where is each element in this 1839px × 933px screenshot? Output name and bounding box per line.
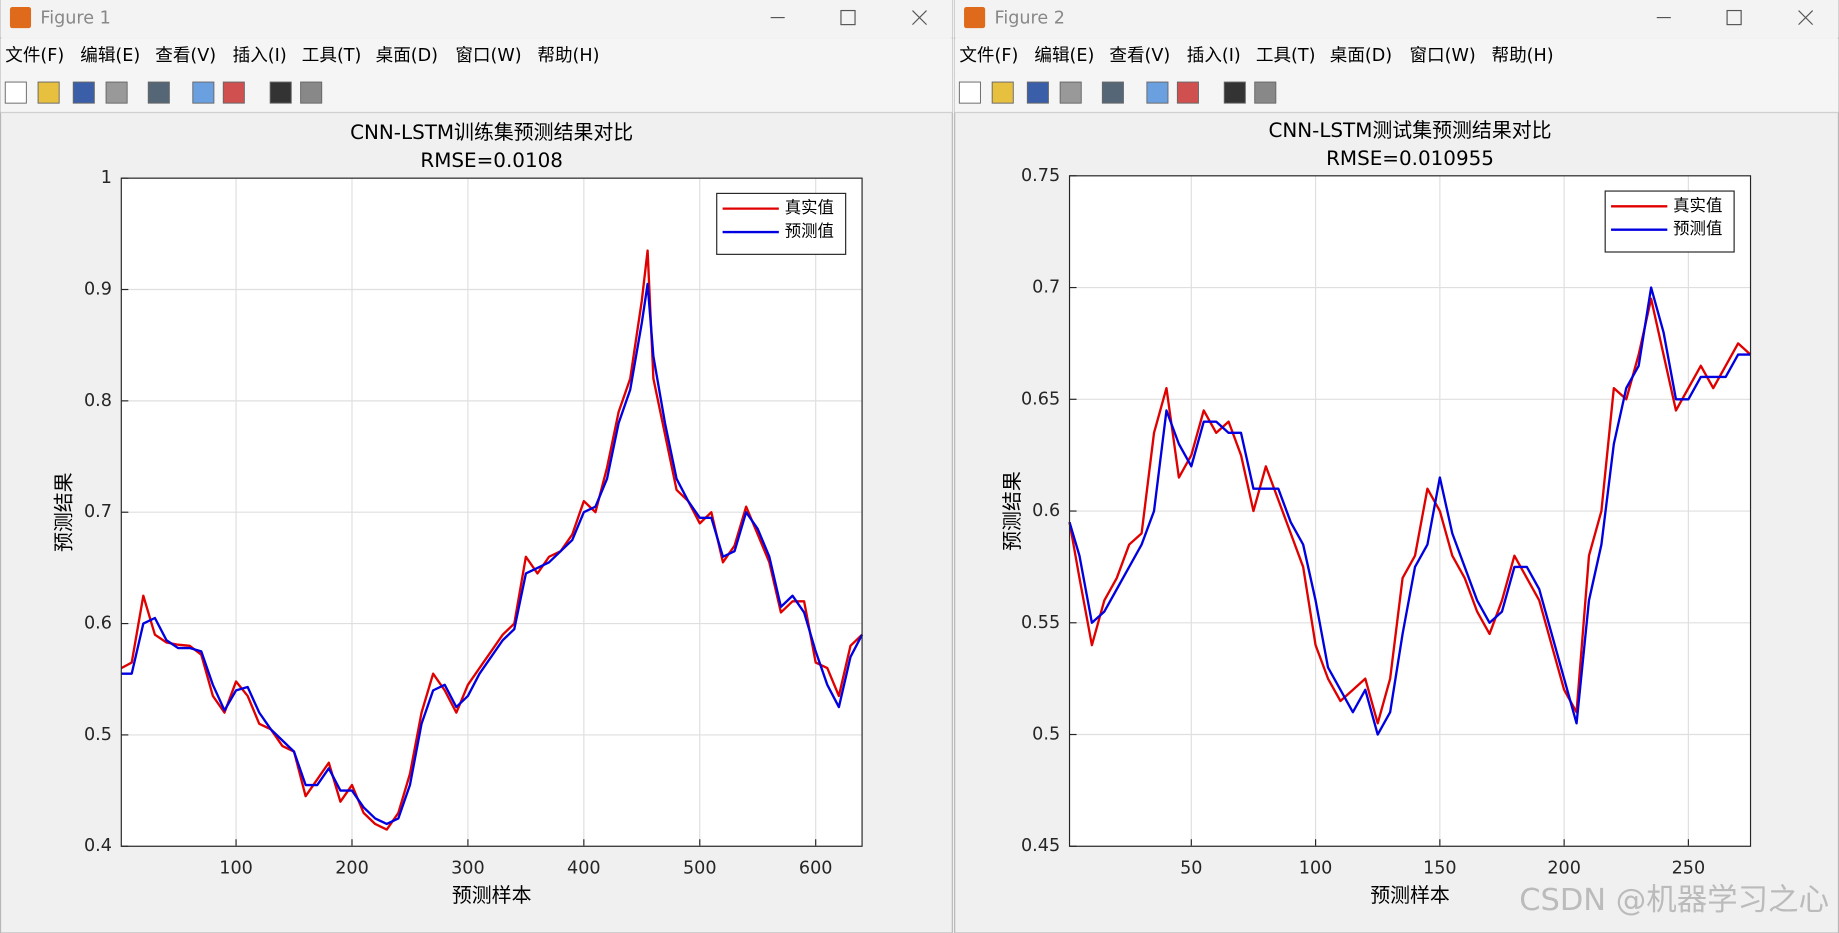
x-tick-label: 600 — [799, 859, 833, 879]
maximize-button[interactable] — [1726, 9, 1742, 26]
title-bar — [954, 0, 1839, 38]
y-tick-label: 0.6 — [1032, 501, 1060, 521]
menu-item[interactable]: 工具(T) — [302, 46, 362, 66]
legend-label: 预测值 — [785, 222, 834, 241]
y-tick-label: 0.6 — [84, 614, 112, 634]
x-tick-label: 200 — [335, 859, 369, 879]
watermark: CSDN @机器学习之心 — [1519, 883, 1829, 918]
x-tick-label: 200 — [1547, 859, 1581, 879]
window-title: Figure 2 — [995, 9, 1065, 29]
y-tick-label: 0.75 — [1021, 166, 1060, 186]
x-tick-label: 500 — [683, 859, 717, 879]
y-tick-label: 0.45 — [1021, 836, 1060, 856]
menu-item[interactable]: 桌面(D) — [376, 46, 438, 66]
menu-item[interactable]: 桌面(D) — [1330, 46, 1392, 66]
toolbar-button[interactable] — [1146, 81, 1169, 104]
menu-item[interactable]: 查看(V) — [155, 46, 216, 66]
y-tick-label: 0.55 — [1021, 613, 1060, 633]
menu-item[interactable]: 窗口(W) — [455, 46, 521, 66]
chart-title: CNN-LSTM训练集预测结果对比 — [350, 121, 633, 144]
chart-subtitle: RMSE=0.010955 — [1326, 147, 1494, 170]
toolbar-button[interactable] — [958, 81, 981, 104]
menu-item[interactable]: 文件(F) — [959, 46, 1018, 66]
toolbar-button[interactable] — [192, 81, 215, 104]
menu-item[interactable]: 帮助(H) — [1491, 46, 1553, 66]
y-tick-label: 0.65 — [1021, 389, 1060, 409]
chart: 50 100 150 200 250 0.45 0.5 0.55 0.6 0.65 0.7 0.75 C… — [1001, 119, 1752, 907]
y-axis-label: 预测结果 — [1001, 471, 1024, 551]
menu-bar — [954, 38, 1839, 74]
toolbar-button[interactable] — [1254, 81, 1277, 104]
toolbar-button[interactable] — [1176, 81, 1199, 104]
toolbar — [954, 73, 1839, 113]
menu-item[interactable]: 帮助(H) — [537, 46, 599, 66]
y-tick-label: 0.4 — [84, 836, 112, 856]
y-tick-label: 0.8 — [84, 391, 112, 411]
menu-item[interactable]: 编辑(E) — [1034, 46, 1094, 66]
toolbar-button[interactable] — [105, 81, 128, 104]
menu-item[interactable]: 插入(I) — [1187, 46, 1241, 66]
toolbar-button[interactable] — [147, 81, 170, 104]
x-tick-label: 300 — [451, 859, 485, 879]
menu-item[interactable]: 查看(V) — [1109, 46, 1170, 66]
toolbar-button[interactable] — [300, 81, 323, 104]
y-tick-label: 0.9 — [84, 280, 112, 300]
toolbar-button[interactable] — [222, 81, 245, 104]
menu-item[interactable]: 插入(I) — [233, 46, 287, 66]
legend-box — [716, 192, 847, 255]
chart: 100 200 300 400 500 600 0.4 0.5 0.6 0.7 0.8 0.9 1 CNN… — [53, 121, 864, 907]
chart-title: CNN-LSTM测试集预测结果对比 — [1268, 119, 1551, 142]
menu-item[interactable]: 编辑(E) — [80, 46, 140, 66]
menu-item[interactable]: 窗口(W) — [1409, 46, 1475, 66]
y-tick-label: 0.5 — [1032, 725, 1060, 745]
close-button[interactable] — [1798, 10, 1814, 26]
data-line — [1068, 297, 1752, 725]
maximize-button[interactable] — [840, 9, 856, 26]
menu-item[interactable]: 工具(T) — [1256, 46, 1316, 66]
toolbar-button[interactable] — [991, 81, 1014, 104]
x-tick-label: 150 — [1423, 859, 1457, 879]
menu-bar — [0, 38, 953, 74]
x-tick-label: 250 — [1672, 859, 1706, 879]
legend-label: 预测值 — [1673, 219, 1722, 238]
toolbar-button[interactable] — [1059, 81, 1082, 104]
axes-box — [1068, 175, 1752, 847]
x-axis-label: 预测样本 — [1370, 884, 1450, 907]
x-tick-label: 400 — [567, 859, 601, 879]
data-line — [120, 249, 863, 831]
toolbar-button[interactable] — [269, 81, 292, 104]
y-tick-label: 1 — [101, 168, 112, 188]
close-button[interactable] — [912, 10, 927, 26]
app-icon — [964, 7, 986, 29]
toolbar-button[interactable] — [1026, 81, 1049, 104]
toolbar — [0, 73, 953, 113]
x-tick-label: 100 — [219, 859, 253, 879]
toolbar-button[interactable] — [37, 81, 60, 104]
data-line — [1068, 286, 1751, 736]
legend-box — [1604, 190, 1735, 253]
window-title: Figure 1 — [40, 9, 110, 29]
axes-box — [120, 177, 863, 847]
x-tick-label: 50 — [1180, 859, 1202, 879]
toolbar-button[interactable] — [4, 81, 27, 104]
data-line — [121, 282, 864, 826]
legend-label: 真实值 — [1673, 196, 1722, 215]
y-tick-label: 0.5 — [84, 725, 112, 745]
y-tick-label: 0.7 — [1032, 278, 1060, 298]
toolbar-button[interactable] — [72, 81, 95, 104]
y-axis-label: 预测结果 — [53, 472, 76, 552]
chart-subtitle: RMSE=0.0108 — [420, 149, 563, 172]
x-tick-label: 100 — [1299, 859, 1333, 879]
toolbar-button[interactable] — [1223, 81, 1246, 104]
y-tick-label: 0.7 — [84, 502, 112, 522]
title-bar — [0, 0, 953, 38]
menu-item[interactable]: 文件(F) — [5, 46, 64, 66]
x-axis-label: 预测样本 — [452, 884, 532, 907]
app-icon — [9, 7, 32, 29]
legend-label: 真实值 — [785, 198, 834, 217]
toolbar-button[interactable] — [1101, 81, 1124, 104]
